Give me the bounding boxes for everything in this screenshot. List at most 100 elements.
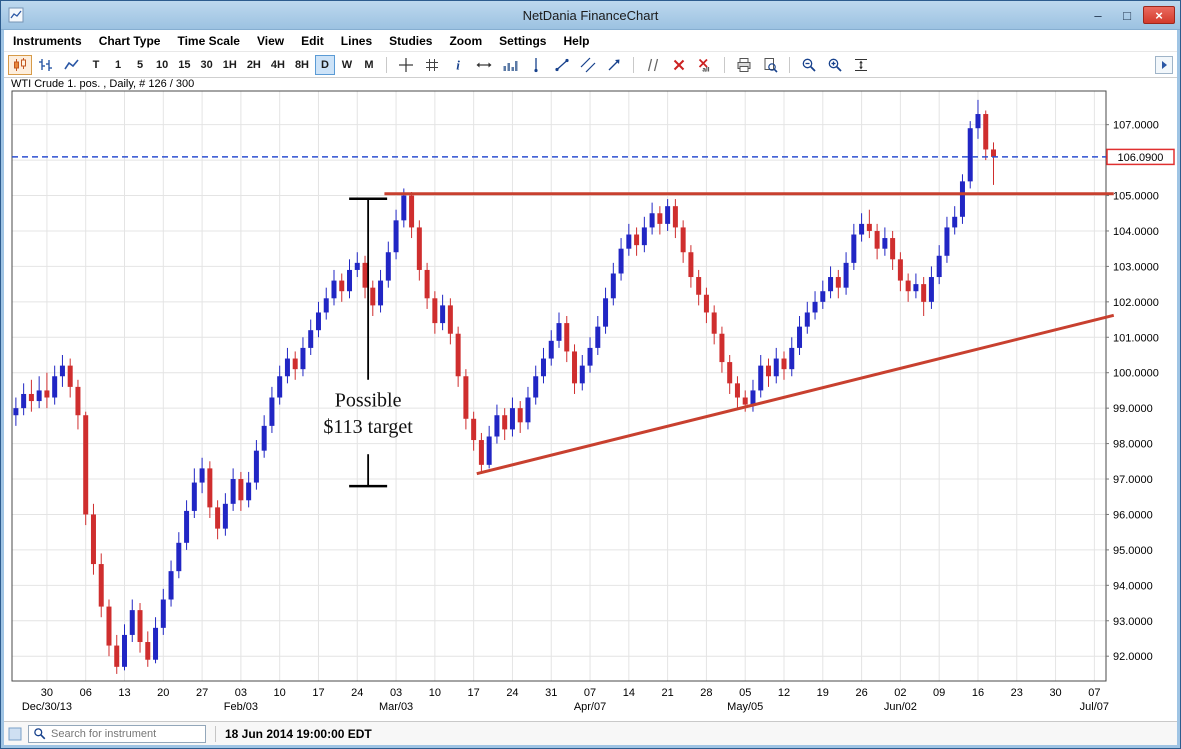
interval-monthly-button[interactable]: M	[359, 54, 379, 75]
svg-text:17: 17	[468, 687, 480, 699]
svg-text:Mar/03: Mar/03	[379, 701, 413, 713]
menu-view[interactable]: View	[256, 33, 285, 48]
close-button[interactable]: ×	[1143, 6, 1175, 24]
interval-weekly-button[interactable]: W	[337, 54, 357, 75]
toolbar-separator	[789, 56, 790, 73]
statusbar-icon[interactable]	[8, 727, 22, 741]
svg-text:93.0000: 93.0000	[1113, 616, 1153, 628]
interval-4h-button[interactable]: 4H	[266, 54, 289, 75]
minimize-button[interactable]: –	[1094, 7, 1102, 23]
svg-text:27: 27	[196, 687, 208, 699]
menu-chart-type[interactable]: Chart Type	[98, 33, 161, 48]
menu-studies[interactable]: Studies	[389, 33, 433, 48]
maximize-button[interactable]: □	[1123, 7, 1131, 23]
svg-text:14: 14	[623, 687, 635, 699]
print-button[interactable]	[732, 54, 756, 75]
interval-tick-button[interactable]: T	[86, 54, 106, 75]
svg-text:03: 03	[390, 687, 402, 699]
svg-text:03: 03	[235, 687, 247, 699]
svg-text:30: 30	[41, 687, 53, 699]
interval-5m-button[interactable]: 5	[130, 54, 150, 75]
statusbar-divider	[215, 725, 216, 742]
ascending-support-line[interactable]	[476, 313, 1115, 476]
line-chart-button[interactable]	[60, 54, 84, 75]
search-icon	[33, 727, 46, 740]
svg-text:21: 21	[661, 687, 673, 699]
crosshair-button[interactable]	[394, 54, 418, 75]
bar-chart-button[interactable]	[34, 54, 58, 75]
menu-settings[interactable]: Settings	[499, 33, 547, 48]
menu-zoom[interactable]: Zoom	[449, 33, 483, 48]
search-box[interactable]	[28, 724, 206, 743]
info-button[interactable]: i	[446, 54, 470, 75]
menu-help[interactable]: Help	[563, 33, 590, 48]
menu-time-scale[interactable]: Time Scale	[177, 33, 240, 48]
interval-1m-button[interactable]: 1	[108, 54, 128, 75]
chart-area[interactable]: WTI Crude 1. pos. , Daily, # 126 / 300 P…	[4, 78, 1177, 721]
svg-text:Jul/07: Jul/07	[1080, 701, 1109, 713]
channel-tool-button[interactable]	[576, 54, 600, 75]
annotation-text-line: $113 target	[323, 416, 413, 438]
titlebar[interactable]: NetDania FinanceChart – □ ×	[1, 1, 1180, 30]
menu-edit[interactable]: Edit	[301, 33, 324, 48]
svg-text:97.0000: 97.0000	[1113, 474, 1153, 486]
statusbar: 18 Jun 2014 19:00:00 EDT	[4, 721, 1177, 745]
interval-30m-button[interactable]: 30	[196, 54, 217, 75]
svg-text:May/05: May/05	[727, 701, 763, 713]
target-annotation[interactable]: Possible $113 target	[323, 197, 413, 488]
search-input[interactable]	[51, 727, 201, 740]
chart-timestamp: 18 Jun 2014 19:00:00 EDT	[225, 726, 372, 741]
svg-text:103.0000: 103.0000	[1113, 261, 1159, 273]
zoom-out-button[interactable]	[797, 54, 821, 75]
annotation-text-line: Possible	[335, 389, 402, 411]
svg-text:92.0000: 92.0000	[1113, 651, 1153, 663]
price-axis[interactable]: 92.0000 93.0000 94.0000 95.0000 96.0000 97.00…	[1106, 120, 1159, 664]
svg-text:96.0000: 96.0000	[1113, 509, 1153, 521]
svg-text:94.0000: 94.0000	[1113, 580, 1153, 592]
svg-text:16: 16	[972, 687, 984, 699]
side-panel-toggle-button[interactable]	[1155, 55, 1173, 74]
svg-text:20: 20	[157, 687, 169, 699]
svg-text:02: 02	[894, 687, 906, 699]
price-chart-svg[interactable]: Possible $113 target 92.0000 93.0000 94.0000…	[4, 78, 1177, 721]
time-axis[interactable]: 30 Dec/30/13 06 13 20 27 03 Feb/03 10 17 24 03 Mar/0…	[22, 687, 1109, 713]
vertical-line-tool-button[interactable]	[524, 54, 548, 75]
parallel-lines-tool-button[interactable]	[641, 54, 665, 75]
arrow-tool-button[interactable]	[602, 54, 626, 75]
svg-text:95.0000: 95.0000	[1113, 545, 1153, 557]
svg-text:Feb/03: Feb/03	[224, 701, 258, 713]
svg-text:24: 24	[506, 687, 518, 699]
svg-text:26: 26	[855, 687, 867, 699]
grid-button[interactable]	[420, 54, 444, 75]
print-preview-button[interactable]	[758, 54, 782, 75]
expand-horizontal-button[interactable]	[472, 54, 496, 75]
interval-1h-button[interactable]: 1H	[218, 54, 241, 75]
svg-text:12: 12	[778, 687, 790, 699]
delete-all-drawings-button[interactable]: all	[693, 54, 717, 75]
delete-drawing-button[interactable]	[667, 54, 691, 75]
interval-15m-button[interactable]: 15	[174, 54, 195, 75]
svg-text:Dec/30/13: Dec/30/13	[22, 701, 72, 713]
interval-8h-button[interactable]: 8H	[290, 54, 313, 75]
svg-text:13: 13	[118, 687, 130, 699]
svg-text:19: 19	[817, 687, 829, 699]
interval-10m-button[interactable]: 10	[152, 54, 173, 75]
volume-button[interactable]	[498, 54, 522, 75]
fit-vertical-button[interactable]	[849, 54, 873, 75]
candlestick-chart-button[interactable]	[8, 54, 32, 75]
current-price-tag: 106.0900	[1106, 148, 1175, 166]
window-title: NetDania FinanceChart	[522, 7, 659, 23]
menu-lines[interactable]: Lines	[340, 33, 373, 48]
grid-lines	[12, 91, 1106, 681]
interval-daily-button[interactable]: D	[315, 54, 335, 75]
interval-2h-button[interactable]: 2H	[242, 54, 265, 75]
svg-text:99.0000: 99.0000	[1113, 403, 1153, 415]
zoom-in-button[interactable]	[823, 54, 847, 75]
svg-text:30: 30	[1049, 687, 1061, 699]
svg-text:100.0000: 100.0000	[1113, 368, 1159, 380]
svg-text:107.0000: 107.0000	[1113, 120, 1159, 132]
menu-instruments[interactable]: Instruments	[13, 33, 82, 48]
trendline-tool-button[interactable]	[550, 54, 574, 75]
svg-text:06: 06	[80, 687, 92, 699]
